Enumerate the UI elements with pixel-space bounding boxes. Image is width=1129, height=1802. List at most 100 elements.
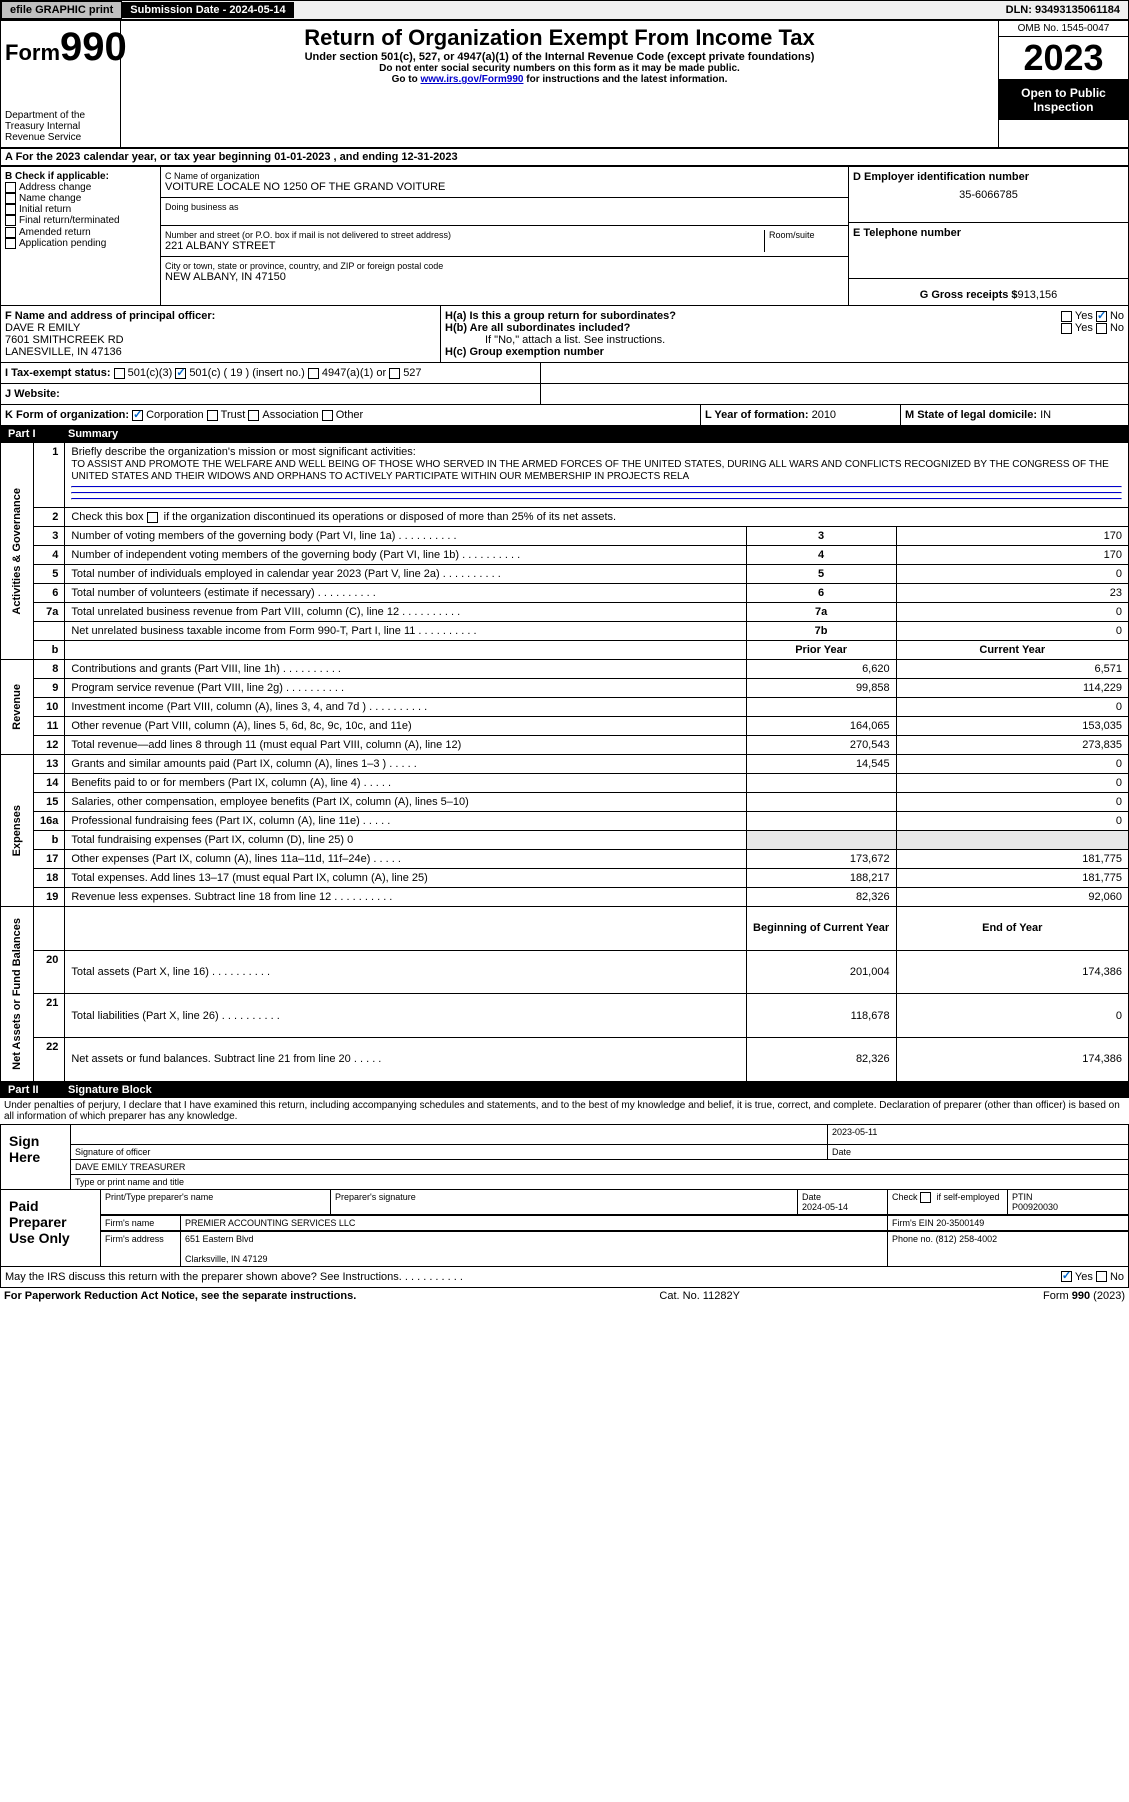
chk-assoc[interactable] (248, 410, 259, 421)
line7a-num: 7a (34, 603, 65, 622)
chk-self-employed[interactable] (920, 1192, 931, 1203)
ha-no-label: No (1110, 310, 1124, 322)
line7b-box: 7b (746, 622, 896, 641)
line19-num: 19 (34, 888, 65, 907)
chk-hb-no[interactable] (1096, 323, 1107, 334)
line5-box: 5 (746, 565, 896, 584)
line6-num: 6 (34, 584, 65, 603)
chk-hb-yes[interactable] (1061, 323, 1072, 334)
line10-curr: 0 (896, 698, 1128, 717)
line9-prior: 99,858 (746, 679, 896, 698)
chk-other[interactable] (322, 410, 333, 421)
line14-prior (746, 774, 896, 793)
line22-label: Net assets or fund balances. Subtract li… (65, 1038, 746, 1082)
line1-label: Briefly describe the organization's miss… (71, 446, 415, 458)
line13-num: 13 (34, 755, 65, 774)
dba-label: Doing business as (165, 202, 844, 212)
ssn-warning: Do not enter social security numbers on … (125, 63, 994, 74)
efile-btn[interactable]: efile GRAPHIC print (1, 1, 122, 19)
chk-discuss-no[interactable] (1096, 1271, 1107, 1282)
line2-prefix: Check this box (71, 511, 146, 523)
line21-label: Total liabilities (Part X, line 26) (65, 994, 746, 1038)
officer-sig-name: DAVE EMILY TREASURER (71, 1160, 1128, 1175)
line13-curr: 0 (896, 755, 1128, 774)
line6-val: 23 (896, 584, 1128, 603)
chk-final-return[interactable] (5, 215, 16, 226)
tax-year: 2023 (999, 37, 1128, 80)
side-activities: Activities & Governance (7, 480, 27, 623)
line12-curr: 273,835 (896, 736, 1128, 755)
dept-label: Department of the Treasury Internal Reve… (5, 110, 116, 143)
chk-527[interactable] (389, 368, 400, 379)
chk-trust[interactable] (207, 410, 218, 421)
form-subtitle: Under section 501(c), 527, or 4947(a)(1)… (125, 51, 994, 63)
firm-addr1: 651 Eastern Blvd (185, 1234, 254, 1244)
goto-link[interactable]: www.irs.gov/Form990 (420, 74, 523, 85)
col-current: Current Year (896, 641, 1128, 660)
line19-curr: 92,060 (896, 888, 1128, 907)
opt-assoc: Association (262, 409, 318, 421)
section-f: F Name and address of principal officer:… (1, 306, 441, 362)
officer-label: F Name and address of principal officer: (5, 310, 436, 322)
section-i: I Tax-exempt status: 501(c)(3) 501(c) ( … (1, 363, 541, 383)
section-m: M State of legal domicile: IN (901, 405, 1128, 425)
omb-number: OMB No. 1545-0047 (999, 21, 1128, 37)
chk-corp[interactable] (132, 410, 143, 421)
line14-label: Benefits paid to or for members (Part IX… (65, 774, 746, 793)
discuss-label: May the IRS discuss this return with the… (5, 1271, 1061, 1283)
line16a-prior (746, 812, 896, 831)
chk-ha-no[interactable] (1096, 311, 1107, 322)
chk-501c[interactable] (175, 368, 186, 379)
chk-address-change[interactable] (5, 182, 16, 193)
goto-instructions: Go to www.irs.gov/Form990 for instructio… (125, 74, 994, 85)
chk-discuss-yes[interactable] (1061, 1271, 1072, 1282)
ha-yes-label: Yes (1075, 310, 1093, 322)
sig-date: 2023-05-11 (828, 1125, 1128, 1145)
goto-suffix: for instructions and the latest informat… (523, 74, 727, 85)
line16b-curr (896, 831, 1128, 850)
hb-no-label: No (1110, 322, 1124, 334)
dln: DLN: 93493135061184 (998, 2, 1128, 18)
opt-4947: 4947(a)(1) or (322, 367, 386, 379)
org-city: NEW ALBANY, IN 47150 (165, 271, 844, 283)
chk-name-change[interactable] (5, 193, 16, 204)
chk-4947[interactable] (308, 368, 319, 379)
side-netassets: Net Assets or Fund Balances (7, 910, 27, 1078)
hb-yes-label: Yes (1075, 322, 1093, 334)
prep-date-label: Date (802, 1192, 821, 1202)
discuss-yes: Yes (1075, 1271, 1093, 1283)
part1-num: Part I (8, 428, 68, 440)
firm-phone-label: Phone no. (892, 1234, 933, 1244)
chk-line2[interactable] (147, 512, 158, 523)
year-formation-label: L Year of formation: (705, 409, 809, 421)
chk-app-pending[interactable] (5, 238, 16, 249)
top-bar: efile GRAPHIC print Submission Date - 20… (0, 0, 1129, 20)
part2-num: Part II (8, 1084, 68, 1096)
chk-ha-yes[interactable] (1061, 311, 1072, 322)
firm-name-label: Firm's name (101, 1216, 181, 1231)
part1-header: Part I Summary (0, 426, 1129, 442)
line12-num: 12 (34, 736, 65, 755)
line10-prior (746, 698, 896, 717)
line15-num: 15 (34, 793, 65, 812)
sig-date-label: Date (828, 1145, 1128, 1160)
line9-label: Program service revenue (Part VIII, line… (65, 679, 746, 698)
firm-addr2: Clarksville, IN 47129 (185, 1254, 268, 1264)
line18-label: Total expenses. Add lines 13–17 (must eq… (65, 869, 746, 888)
org-address: 221 ALBANY STREET (165, 240, 764, 252)
form-year-box: OMB No. 1545-0047 2023 Open to Public In… (998, 21, 1128, 147)
part2-title: Signature Block (68, 1084, 152, 1096)
chk-initial-return[interactable] (5, 204, 16, 215)
line10-num: 10 (34, 698, 65, 717)
line17-label: Other expenses (Part IX, column (A), lin… (65, 850, 746, 869)
chk-501c3[interactable] (114, 368, 125, 379)
line9-curr: 114,229 (896, 679, 1128, 698)
chk-amended-return[interactable] (5, 227, 16, 238)
line11-curr: 153,035 (896, 717, 1128, 736)
ptin-label: PTIN (1012, 1192, 1033, 1202)
line22-prior: 82,326 (746, 1038, 896, 1082)
ein-value: 35-6066785 (853, 183, 1124, 201)
firm-ein: 20-3500149 (936, 1218, 984, 1228)
website-label: J Website: (5, 388, 60, 400)
goto-prefix: Go to (392, 74, 421, 85)
